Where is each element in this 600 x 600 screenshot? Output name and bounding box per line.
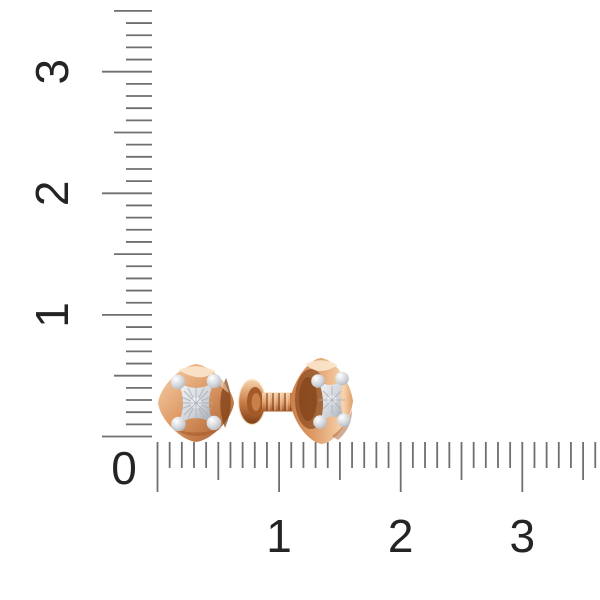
- diamond-facets: [190, 397, 202, 409]
- diamond-facets: [327, 395, 337, 405]
- screw-back-nut-core: [251, 393, 261, 411]
- prong-ball-icon: [335, 371, 349, 386]
- prong-ball-icon: [337, 413, 351, 427]
- ruler-origin-label: 0: [111, 442, 137, 494]
- earring-left: [158, 364, 234, 442]
- vertical-ruler: [102, 9, 152, 438]
- earring-right-top-highlight: [305, 360, 338, 372]
- horizontal-ruler-label-1: 1: [266, 510, 292, 562]
- horizontal-ruler-label-2: 2: [388, 510, 414, 562]
- vertical-ruler-label-1: 1: [26, 302, 78, 328]
- vertical-ruler-label-2: 2: [26, 181, 78, 207]
- earring-left-top-highlight: [178, 366, 216, 378]
- earring-right: [237, 358, 353, 444]
- vertical-ruler-label-3: 3: [26, 59, 78, 85]
- earring-left-bottom-shadow: [172, 428, 222, 436]
- prong-ball-icon: [311, 374, 325, 388]
- prong-ball-icon: [170, 374, 186, 390]
- prong-ball-icon: [206, 373, 222, 389]
- prong-ball-icon: [171, 416, 186, 432]
- horizontal-ruler-label-3: 3: [510, 510, 536, 562]
- prong-ball-icon: [313, 415, 327, 429]
- earring-right-back-shadow-core: [299, 377, 317, 421]
- horizontal-ruler: [156, 442, 597, 492]
- earring-right-bottom-shadow: [332, 410, 352, 440]
- post-threads: [266, 393, 292, 411]
- ruler-labels: 1 2 3 1 2 3 0: [26, 59, 535, 562]
- prong-ball-icon: [206, 415, 222, 431]
